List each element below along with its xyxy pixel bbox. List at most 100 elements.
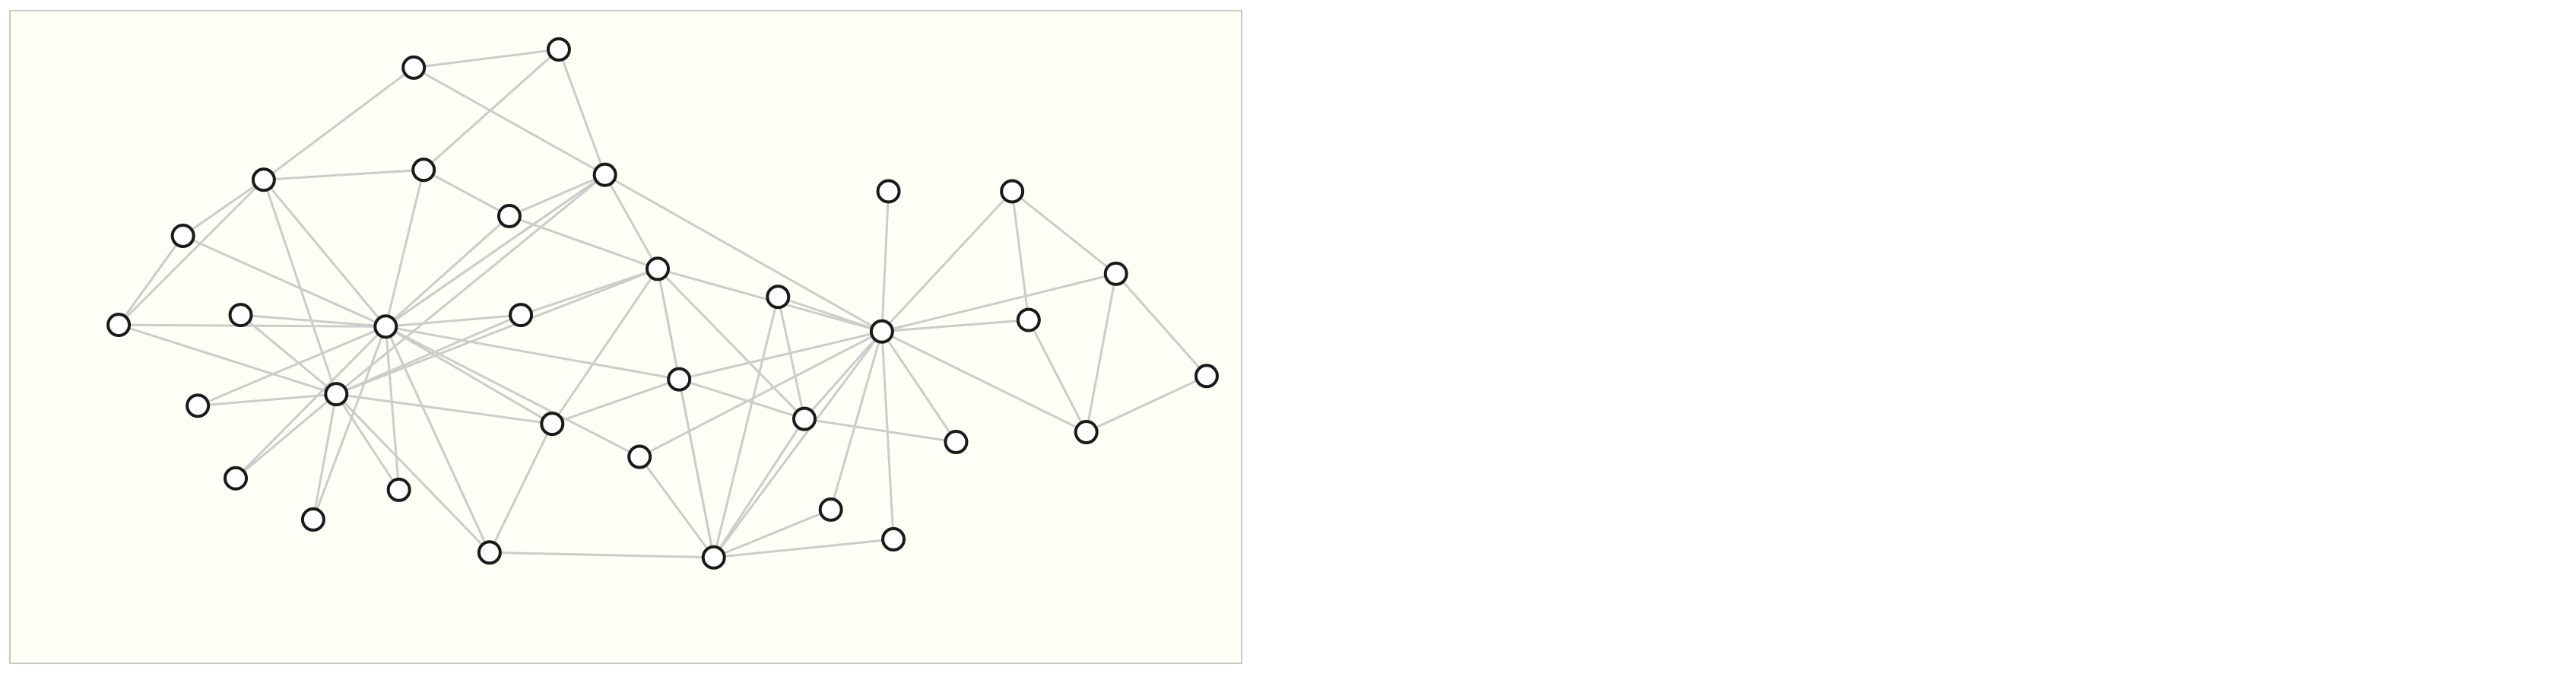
edge-n6-n14 bbox=[312, 326, 387, 520]
edges-layer bbox=[117, 48, 1208, 559]
graph-node-n24[interactable] bbox=[701, 545, 726, 570]
graph-node-n30[interactable] bbox=[881, 526, 906, 552]
graph-node-n6[interactable] bbox=[373, 314, 398, 339]
edge-n35-n17 bbox=[551, 268, 659, 425]
graph-node-n22[interactable] bbox=[876, 179, 901, 204]
graph-node-n31[interactable] bbox=[1016, 307, 1041, 332]
edge-n3-n17 bbox=[604, 174, 659, 270]
edge-n6-n35 bbox=[385, 325, 554, 425]
graph-node-n1[interactable] bbox=[401, 55, 427, 80]
edge-n27-n24 bbox=[712, 418, 806, 558]
graph-node-n5[interactable] bbox=[170, 224, 195, 249]
edge-n6-n19 bbox=[385, 313, 522, 328]
graph-node-n28[interactable] bbox=[1000, 179, 1025, 204]
edge-n12-n17 bbox=[509, 215, 658, 270]
edge-n13-n14 bbox=[312, 393, 338, 520]
graph-node-n35[interactable] bbox=[540, 412, 565, 437]
graph-node-n16[interactable] bbox=[477, 540, 502, 565]
edge-n29-n33 bbox=[1085, 273, 1118, 433]
graph-node-n18[interactable] bbox=[627, 444, 652, 469]
edge-n13-n15 bbox=[335, 393, 400, 491]
edge-n24-n20 bbox=[712, 330, 884, 558]
edge-n10-n6 bbox=[234, 326, 387, 479]
graph-node-n15[interactable] bbox=[386, 477, 411, 502]
graph-node-n9[interactable] bbox=[186, 393, 211, 418]
edge-n8-n13 bbox=[240, 313, 338, 396]
edge-n20-n28 bbox=[880, 190, 1014, 332]
edge-n20-n30 bbox=[880, 331, 895, 540]
graph-node-n12[interactable] bbox=[496, 204, 522, 229]
graph-node-n8[interactable] bbox=[228, 303, 253, 328]
edge-n35-n21 bbox=[551, 378, 680, 425]
edge-n21-n20 bbox=[678, 330, 883, 381]
edge-n28-n29 bbox=[1011, 190, 1117, 275]
edge-n23-n20 bbox=[777, 295, 883, 333]
graph-node-n3[interactable] bbox=[592, 162, 617, 187]
edge-n20-n25 bbox=[830, 331, 884, 510]
edge-n20-n29 bbox=[881, 272, 1117, 333]
graph-node-n14[interactable] bbox=[300, 507, 325, 532]
edge-n2-n11 bbox=[423, 48, 560, 171]
edge-n11-n6 bbox=[384, 169, 425, 327]
edge-n18-n24 bbox=[638, 456, 715, 558]
edge-n31-n33 bbox=[1027, 319, 1088, 433]
edge-n12-n6 bbox=[385, 215, 510, 328]
edge-n24-n25 bbox=[713, 508, 832, 559]
edge-n24-n30 bbox=[713, 538, 894, 559]
edge-n6-n16 bbox=[384, 326, 491, 553]
edge-n12-n3 bbox=[509, 173, 606, 218]
edge-n33-n34 bbox=[1086, 374, 1207, 434]
edge-n6-n15 bbox=[384, 326, 401, 491]
graph-node-n2[interactable] bbox=[546, 37, 571, 62]
edge-n4-n11 bbox=[263, 168, 424, 181]
edge-n9-n6 bbox=[197, 325, 386, 407]
edge-n23-n27 bbox=[776, 296, 806, 419]
graph-node-n21[interactable] bbox=[667, 367, 692, 392]
edge-n7-n13 bbox=[118, 323, 337, 396]
graph-node-n23[interactable] bbox=[766, 285, 791, 310]
edge-n2-n3 bbox=[557, 49, 607, 176]
graph-node-n19[interactable] bbox=[509, 303, 534, 328]
edge-n16-n35 bbox=[488, 423, 554, 553]
edge-n20-n33 bbox=[881, 330, 1087, 434]
graph-node-n33[interactable] bbox=[1074, 420, 1099, 445]
edge-n20-n31 bbox=[881, 319, 1029, 333]
edge-n5-n6 bbox=[182, 234, 386, 328]
edge-n13-n16 bbox=[335, 393, 490, 554]
edge-n13-n35 bbox=[336, 393, 553, 425]
graph-node-n7[interactable] bbox=[106, 313, 132, 338]
edge-n20-n36 bbox=[880, 330, 957, 443]
edge-n16-n24 bbox=[489, 551, 714, 559]
graph-node-n36[interactable] bbox=[944, 430, 969, 455]
edge-n27-n36 bbox=[804, 418, 956, 444]
nodes-layer bbox=[106, 37, 1219, 570]
edge-n21-n24 bbox=[677, 379, 715, 558]
edge-n28-n31 bbox=[1010, 191, 1030, 320]
edge-n6-n18 bbox=[385, 325, 640, 458]
graph-node-n13[interactable] bbox=[324, 382, 349, 407]
graph-node-n29[interactable] bbox=[1103, 261, 1128, 286]
edge-n27-n20 bbox=[803, 330, 884, 420]
edge-n10-n13 bbox=[235, 393, 338, 479]
edge-n23-n24 bbox=[712, 296, 779, 558]
graph-node-n34[interactable] bbox=[1194, 364, 1219, 389]
edge-n1-n4 bbox=[262, 66, 415, 181]
edge-n18-n20 bbox=[639, 330, 883, 458]
graph-node-n20[interactable] bbox=[869, 319, 894, 344]
graph-node-n17[interactable] bbox=[646, 256, 671, 281]
graph-node-n25[interactable] bbox=[818, 497, 843, 522]
edge-n17-n19 bbox=[520, 267, 658, 316]
edge-n6-n3 bbox=[385, 173, 606, 328]
edge-n9-n13 bbox=[198, 393, 337, 407]
edge-n21-n27 bbox=[678, 378, 805, 421]
graph-node-n27[interactable] bbox=[792, 406, 817, 431]
edge-n5-n7 bbox=[117, 235, 184, 326]
graph-node-n10[interactable] bbox=[224, 466, 249, 491]
edge-n11-n12 bbox=[423, 168, 510, 218]
edge-n4-n6 bbox=[262, 179, 387, 328]
edge-n3-n20 bbox=[604, 173, 883, 333]
graph-node-n11[interactable] bbox=[411, 157, 436, 183]
edge-n4-n5 bbox=[182, 179, 265, 237]
graph-node-n4[interactable] bbox=[251, 167, 276, 192]
